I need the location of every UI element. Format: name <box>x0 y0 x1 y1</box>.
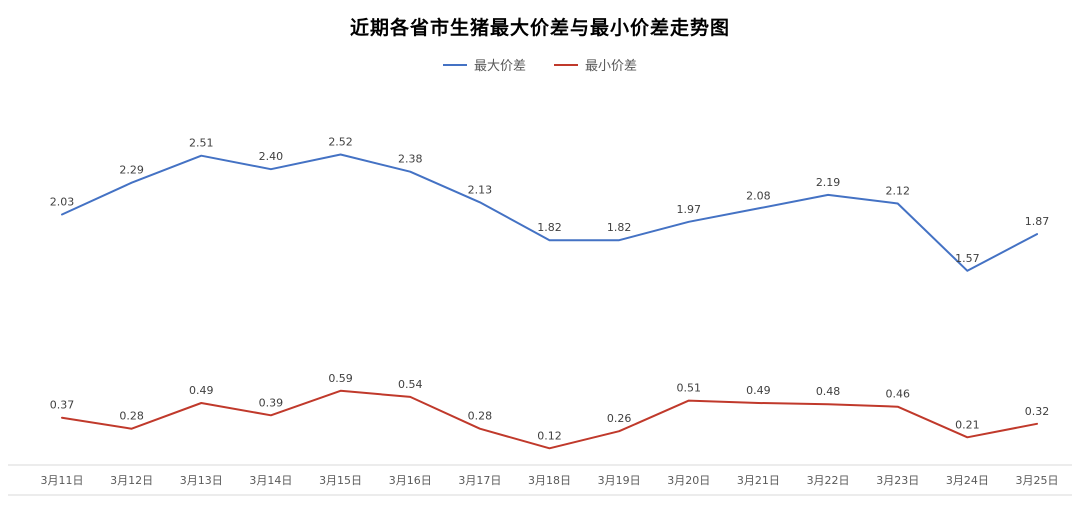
data-label: 0.54 <box>398 378 423 391</box>
data-label: 2.19 <box>816 176 841 189</box>
data-label: 1.82 <box>607 221 632 234</box>
data-label: 1.82 <box>537 221 562 234</box>
x-tick-label: 3月20日 <box>667 474 710 487</box>
data-label: 2.08 <box>746 189 771 202</box>
data-label: 2.29 <box>119 164 144 177</box>
data-label: 0.12 <box>537 429 562 442</box>
data-label: 0.46 <box>885 388 910 401</box>
data-label: 0.51 <box>677 382 702 395</box>
data-label: 1.87 <box>1025 215 1050 228</box>
series-line-1 <box>61 389 1038 450</box>
data-label: 2.12 <box>885 185 910 198</box>
data-label: 2.51 <box>189 137 214 150</box>
data-label: 2.13 <box>468 183 493 196</box>
x-tick-label: 3月22日 <box>807 474 850 487</box>
data-label: 2.40 <box>259 150 284 163</box>
legend-item-max: 最大价差 <box>442 55 526 74</box>
x-tick-label: 3月21日 <box>737 474 780 487</box>
data-label: 0.59 <box>328 372 353 385</box>
x-tick-label: 3月12日 <box>110 474 153 487</box>
data-label: 2.52 <box>328 136 353 149</box>
x-tick-label: 3月17日 <box>458 474 501 487</box>
legend-line-swatch-min-icon <box>554 63 578 66</box>
data-label: 0.37 <box>50 399 75 412</box>
data-label: 0.49 <box>189 384 214 397</box>
data-label: 0.21 <box>955 418 980 431</box>
plot-area: 2.03 2.29 2.51 2.40 2.52 2.38 2.13 1.82 1.82 1.97… <box>8 136 1072 496</box>
data-label: 0.26 <box>607 412 632 425</box>
legend-line-swatch-max-icon <box>442 63 467 66</box>
data-label: 0.28 <box>119 410 144 423</box>
x-tick-label: 3月16日 <box>389 474 432 487</box>
data-label: 2.38 <box>398 153 423 166</box>
data-label: 0.32 <box>1025 405 1050 418</box>
x-tick-label: 3月23日 <box>876 474 919 487</box>
x-tick-label: 3月14日 <box>249 474 292 487</box>
data-label: 2.03 <box>50 196 75 209</box>
x-tick-label: 3月18日 <box>528 474 571 487</box>
data-label: 0.49 <box>746 384 771 397</box>
data-label: 0.28 <box>468 410 493 423</box>
legend-label-max: 最大价差 <box>473 59 526 74</box>
x-tick-label: 3月11日 <box>41 474 84 487</box>
series-line-0 <box>61 153 1038 272</box>
chart-title: 近期各省市生猪最大价差与最小价差走势图 <box>349 17 730 39</box>
data-label: 0.39 <box>259 396 284 409</box>
data-label: 1.97 <box>677 203 702 216</box>
x-tick-label: 3月13日 <box>180 474 223 487</box>
x-tick-label: 3月19日 <box>598 474 641 487</box>
x-tick-label: 3月24日 <box>946 474 989 487</box>
legend-label-min: 最小价差 <box>585 59 638 74</box>
legend-item-min: 最小价差 <box>554 55 637 74</box>
x-tick-label: 3月25日 <box>1016 474 1059 487</box>
data-label: 1.57 <box>955 252 980 265</box>
x-tick-label: 3月15日 <box>319 474 362 487</box>
chart-legend: 最大价差 最小价差 <box>0 55 1080 74</box>
data-label: 0.48 <box>816 385 841 398</box>
